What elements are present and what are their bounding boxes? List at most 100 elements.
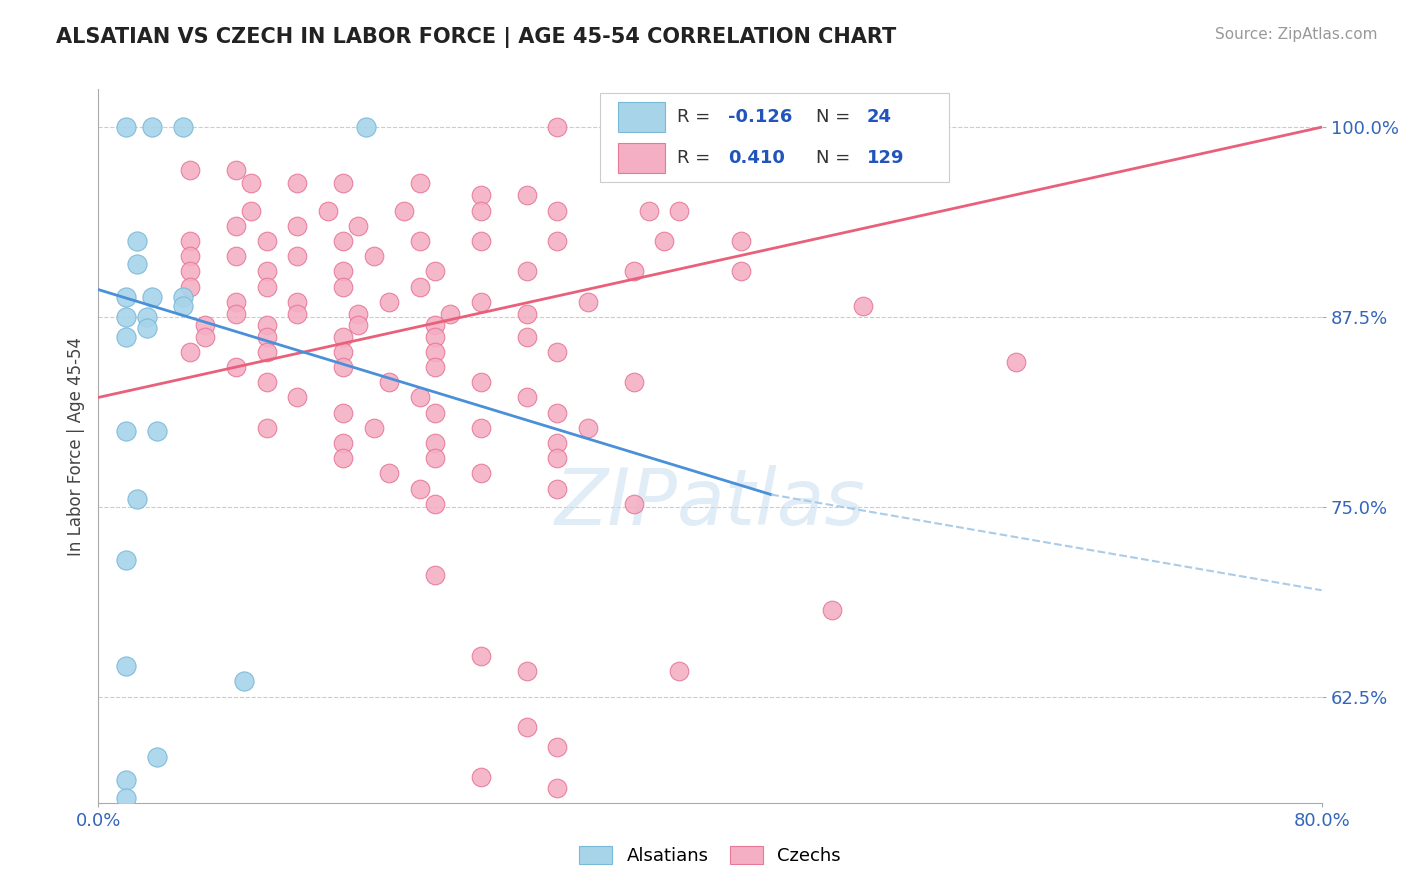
Czechs xyxy=(378,376,401,390)
Czechs xyxy=(225,249,247,263)
Czechs xyxy=(668,203,690,218)
Czechs xyxy=(470,421,492,435)
Czechs xyxy=(225,294,247,309)
Czechs xyxy=(225,219,247,233)
Czechs xyxy=(378,294,401,309)
Czechs xyxy=(256,376,278,390)
Czechs xyxy=(470,376,492,390)
Czechs xyxy=(194,329,217,343)
Text: N =: N = xyxy=(817,149,856,167)
Czechs xyxy=(179,264,201,278)
Czechs xyxy=(546,406,568,420)
Czechs xyxy=(623,497,645,511)
Czechs xyxy=(546,482,568,496)
Czechs xyxy=(928,120,950,135)
Y-axis label: In Labor Force | Age 45-54: In Labor Force | Age 45-54 xyxy=(66,336,84,556)
Czechs xyxy=(745,120,768,135)
Czechs xyxy=(546,739,568,754)
Czechs xyxy=(668,664,690,678)
Czechs xyxy=(332,436,354,450)
Alsatians xyxy=(115,553,138,567)
Czechs xyxy=(256,264,278,278)
Czechs xyxy=(408,482,430,496)
Czechs xyxy=(408,234,430,248)
Text: R =: R = xyxy=(678,108,716,126)
Czechs xyxy=(347,307,370,321)
Czechs xyxy=(516,329,538,343)
Czechs xyxy=(179,162,201,177)
Czechs xyxy=(546,120,568,135)
FancyBboxPatch shape xyxy=(619,143,665,173)
Czechs xyxy=(470,203,492,218)
Czechs xyxy=(423,497,446,511)
Czechs xyxy=(699,120,721,135)
Czechs xyxy=(225,162,247,177)
Czechs xyxy=(470,294,492,309)
Czechs xyxy=(332,177,354,191)
Text: ALSATIAN VS CZECH IN LABOR FORCE | AGE 45-54 CORRELATION CHART: ALSATIAN VS CZECH IN LABOR FORCE | AGE 4… xyxy=(56,27,897,48)
Alsatians xyxy=(115,424,138,438)
Legend: Alsatians, Czechs: Alsatians, Czechs xyxy=(579,846,841,865)
Czechs xyxy=(470,648,492,663)
Czechs xyxy=(423,568,446,582)
Alsatians xyxy=(145,750,167,764)
Text: R =: R = xyxy=(678,149,716,167)
Czechs xyxy=(576,294,599,309)
Czechs xyxy=(423,344,446,359)
Text: Source: ZipAtlas.com: Source: ZipAtlas.com xyxy=(1215,27,1378,42)
Alsatians xyxy=(115,791,138,805)
Czechs xyxy=(256,344,278,359)
Czechs xyxy=(423,359,446,374)
Czechs xyxy=(730,234,752,248)
Czechs xyxy=(576,421,599,435)
Alsatians xyxy=(141,120,163,135)
Alsatians xyxy=(136,310,159,324)
Alsatians xyxy=(232,674,254,689)
Czechs xyxy=(332,264,354,278)
Czechs xyxy=(378,467,401,481)
Alsatians xyxy=(125,234,148,248)
Czechs xyxy=(623,264,645,278)
Czechs xyxy=(470,467,492,481)
Czechs xyxy=(516,391,538,405)
Czechs xyxy=(285,249,308,263)
Czechs xyxy=(194,318,217,332)
Czechs xyxy=(546,436,568,450)
Czechs xyxy=(637,203,661,218)
Czechs xyxy=(285,294,308,309)
Czechs xyxy=(332,329,354,343)
Czechs xyxy=(852,299,875,313)
Czechs xyxy=(423,318,446,332)
Alsatians xyxy=(172,299,194,313)
Czechs xyxy=(607,120,630,135)
Alsatians xyxy=(354,120,377,135)
Czechs xyxy=(332,451,354,466)
Czechs xyxy=(363,249,385,263)
FancyBboxPatch shape xyxy=(619,102,665,132)
FancyBboxPatch shape xyxy=(600,93,949,182)
Alsatians xyxy=(125,492,148,507)
Czechs xyxy=(363,421,385,435)
Czechs xyxy=(821,603,844,617)
Czechs xyxy=(470,234,492,248)
Czechs xyxy=(408,177,430,191)
Text: 24: 24 xyxy=(866,108,891,126)
Czechs xyxy=(546,203,568,218)
Czechs xyxy=(225,307,247,321)
Alsatians xyxy=(115,772,138,787)
Czechs xyxy=(1004,355,1026,369)
Czechs xyxy=(256,279,278,293)
Czechs xyxy=(240,177,263,191)
Czechs xyxy=(790,120,813,135)
Czechs xyxy=(423,264,446,278)
Text: 0.410: 0.410 xyxy=(728,149,786,167)
Text: -0.126: -0.126 xyxy=(728,108,793,126)
Alsatians xyxy=(145,424,167,438)
Czechs xyxy=(439,307,461,321)
Text: 129: 129 xyxy=(866,149,904,167)
Czechs xyxy=(623,376,645,390)
Alsatians xyxy=(141,290,163,304)
Czechs xyxy=(546,344,568,359)
Czechs xyxy=(285,177,308,191)
Czechs xyxy=(256,318,278,332)
